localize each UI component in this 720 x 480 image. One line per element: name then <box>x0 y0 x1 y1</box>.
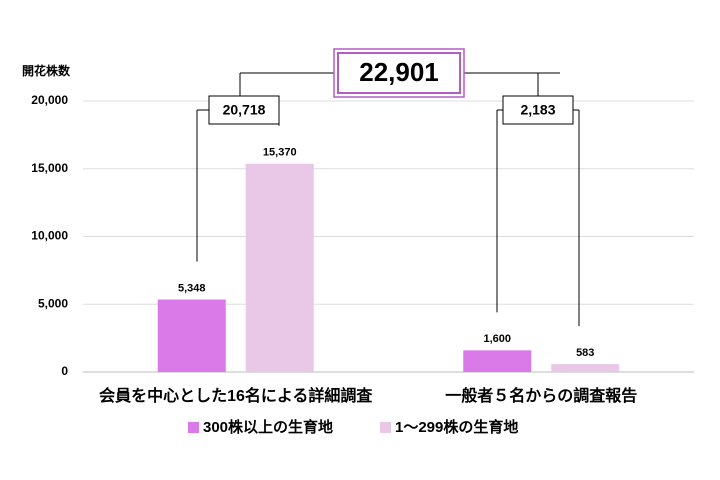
legend-label: 300株以上の生育地 <box>203 418 333 436</box>
x-tick-label: 会員を中心とした16名による詳細調査 <box>99 386 372 405</box>
value-label: 15,370 <box>263 147 297 159</box>
bar <box>463 350 532 372</box>
y-tick-label: 5,000 <box>38 296 68 310</box>
value-label: 5,348 <box>178 282 206 294</box>
bar <box>551 364 620 372</box>
x-tick-label: 一般者５名からの調査報告 <box>445 386 637 405</box>
annotation-box <box>208 95 280 125</box>
y-tick-label: 20,000 <box>31 93 68 107</box>
y-tick-label: 10,000 <box>31 229 68 243</box>
legend-swatch <box>188 422 199 433</box>
annotation: 2,183 <box>520 102 555 118</box>
y-axis-label: 開花株数 <box>22 63 71 78</box>
total-annotation: 22,901 <box>359 57 439 87</box>
bar <box>245 163 314 372</box>
legend-swatch <box>380 422 391 433</box>
y-tick-label: 15,000 <box>31 161 68 175</box>
value-label: 583 <box>576 347 594 359</box>
legend-label: 1〜299株の生育地 <box>395 418 518 436</box>
annotation: 20,718 <box>223 102 266 118</box>
bar <box>157 299 226 372</box>
value-label: 1,600 <box>483 333 511 345</box>
total-box-inner <box>337 52 461 94</box>
annotation-box <box>502 95 574 125</box>
y-tick-label: 0 <box>61 364 68 378</box>
